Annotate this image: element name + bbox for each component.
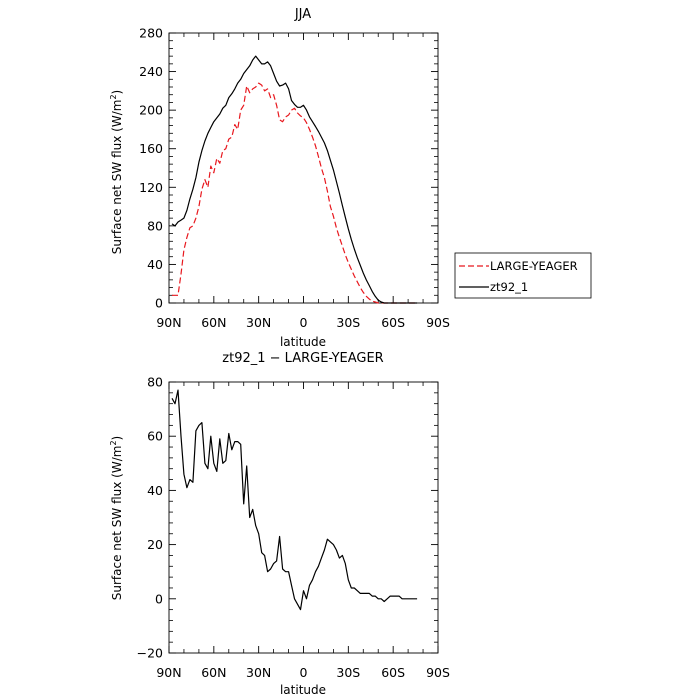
top-y-axis-label-close: ) [110, 90, 124, 95]
legend-label-zt92: zt92_1 [490, 280, 528, 294]
bottom-y-tick-label: 80 [147, 375, 163, 390]
top-x-axis-label: latitude [280, 335, 326, 349]
bottom-y-tick-label: 40 [147, 483, 163, 498]
legend-box [454, 252, 592, 299]
bottom-y-axis-label-close: ) [110, 436, 124, 441]
top-chart-panel: JJA 90N 60N 30N 0 30S 60S 90S 0 40 80 120 160 200 24… [109, 7, 450, 349]
top-y-tick-label: 120 [139, 180, 163, 195]
top-y-tick-label: 0 [155, 296, 163, 311]
top-x-tick-labels: 90N 60N 30N 0 30S 60S 90S [156, 315, 450, 330]
top-x-tick-label: 30N [246, 315, 271, 330]
bottom-x-tick-label: 30N [246, 665, 271, 680]
bottom-plot-frame [168, 381, 439, 654]
top-y-tick-label: 40 [147, 257, 163, 272]
bottom-x-tick-label: 30S [336, 665, 360, 680]
top-y-axis-label-sup: 2 [109, 94, 118, 99]
top-chart-title: JJA [294, 7, 311, 22]
top-x-tick-label: 0 [300, 315, 308, 330]
legend-label-large-yeager: LARGE-YEAGER [490, 259, 578, 273]
top-series-line-zt92-1 [171, 55, 418, 304]
top-y-tick-label: 80 [147, 218, 163, 233]
top-y-tick-label: 280 [139, 26, 163, 41]
legend: LARGE-YEAGER zt92_1 [454, 252, 592, 299]
top-y-tick-label: 240 [139, 64, 163, 79]
top-x-tick-label: 90S [426, 315, 450, 330]
bottom-chart-panel: zt92_1 − LARGE-YEAGER 90N 60N 30N 0 30S 60S 90… [109, 351, 450, 697]
bottom-x-tick-label: 90S [426, 665, 450, 680]
top-plot-frame [168, 32, 439, 304]
bottom-x-tick-labels: 90N 60N 30N 0 30S 60S 90S [156, 665, 450, 680]
bottom-x-tick-label: 60N [201, 665, 226, 680]
top-x-tick-label: 90N [156, 315, 181, 330]
bottom-plot-area [168, 381, 439, 654]
top-y-axis-label-main: Surface net SW flux (W/m [110, 100, 124, 255]
top-plot-area [168, 32, 439, 304]
bottom-y-tick-label: 20 [147, 537, 163, 552]
top-y-tick-label: 160 [139, 141, 163, 156]
bottom-y-axis-label-main: Surface net SW flux (W/m [110, 446, 124, 601]
bottom-y-tick-label: 0 [155, 591, 163, 606]
bottom-y-axis-label-sup: 2 [109, 440, 118, 445]
bottom-series-line-difference [171, 389, 418, 611]
top-y-tick-label: 200 [139, 103, 163, 118]
bottom-x-axis-label: latitude [280, 683, 326, 697]
top-y-axis-label: Surface net SW flux (W/m2) [109, 90, 124, 254]
top-x-tick-label: 60N [201, 315, 226, 330]
bottom-x-tick-label: 60S [381, 665, 405, 680]
top-x-tick-label: 60S [381, 315, 405, 330]
bottom-y-axis-label: Surface net SW flux (W/m2) [109, 436, 124, 600]
top-y-tick-labels: 0 40 80 120 160 200 240 280 [139, 26, 163, 311]
bottom-x-tick-label: 0 [300, 665, 308, 680]
top-x-tick-label: 30S [336, 315, 360, 330]
bottom-y-tick-label: 60 [147, 429, 163, 444]
bottom-y-tick-label: −20 [137, 646, 163, 661]
top-series-line-large-yeager [172, 82, 418, 304]
bottom-x-tick-label: 90N [156, 665, 181, 680]
bottom-y-tick-labels: −20 0 20 40 60 80 [137, 375, 163, 661]
bottom-chart-title: zt92_1 − LARGE-YEAGER [222, 351, 383, 366]
